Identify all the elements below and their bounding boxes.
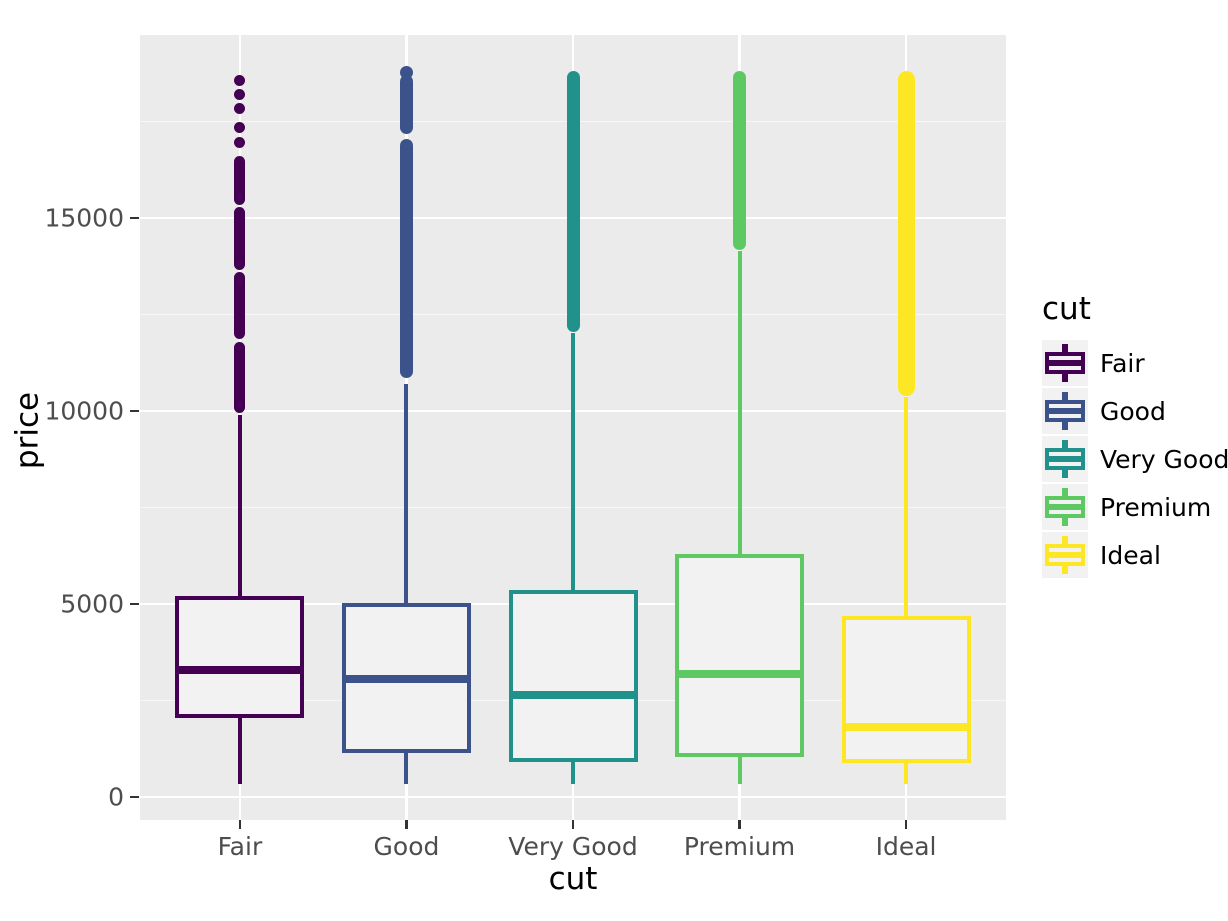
- outlier-point: [234, 122, 246, 134]
- legend-key-median: [1049, 456, 1081, 462]
- legend-items: Fair Good Very Good Premium Ideal: [1042, 339, 1228, 579]
- legend-key-boxplot-icon: [1042, 340, 1088, 386]
- x-tick-mark: [904, 820, 908, 829]
- legend-key-median: [1049, 360, 1081, 366]
- lower-whisker: [904, 763, 909, 785]
- lower-whisker: [737, 756, 742, 785]
- legend-key-whisker-top: [1062, 344, 1068, 352]
- legend-item-fair: Fair: [1042, 339, 1228, 387]
- x-tick-label: Very Good: [508, 832, 638, 861]
- legend-key-median: [1049, 504, 1081, 510]
- legend-title: cut: [1042, 291, 1091, 327]
- upper-whisker: [904, 397, 909, 617]
- x-tick-label: Good: [373, 832, 440, 861]
- legend-key-boxplot-icon: [1042, 388, 1088, 434]
- iqr-box: [841, 616, 971, 763]
- plot-panel: [140, 35, 1006, 820]
- outlier-point: [234, 89, 246, 101]
- x-tick-mark: [738, 820, 741, 829]
- legend-key-median: [1049, 552, 1081, 558]
- legend-item-label: Premium: [1100, 492, 1212, 522]
- lower-whisker: [404, 752, 409, 785]
- y-tick-label: 5000: [60, 589, 124, 619]
- outlier-run: [234, 156, 246, 206]
- x-tick-label: Fair: [217, 832, 263, 861]
- legend-key-median: [1049, 408, 1081, 414]
- legend-item-very-good: Very Good: [1042, 435, 1228, 483]
- legend-key-whisker-bottom: [1062, 566, 1068, 574]
- outlier-run: [566, 70, 580, 332]
- legend-item-ideal: Ideal: [1042, 531, 1228, 579]
- legend-key-whisker-top: [1062, 488, 1068, 496]
- x-tick-mark: [405, 820, 408, 829]
- legend-key-whisker-top: [1062, 440, 1068, 448]
- outlier-point: [399, 65, 413, 79]
- outlier-point: [234, 102, 246, 114]
- y-tick-label: 10000: [44, 396, 124, 426]
- median-line: [845, 723, 967, 732]
- x-tick-label: Premium: [683, 832, 796, 861]
- x-axis-title: cut: [548, 861, 598, 897]
- legend-key-boxplot-icon: [1042, 436, 1088, 482]
- outlier-point: [234, 137, 246, 149]
- x-tick-mark: [238, 820, 242, 829]
- iqr-box: [508, 589, 638, 762]
- legend-item-premium: Premium: [1042, 483, 1228, 531]
- legend-item-good: Good: [1042, 387, 1228, 435]
- outlier-run: [897, 71, 915, 397]
- legend-key-whisker-bottom: [1062, 422, 1068, 430]
- outlier-point: [234, 74, 246, 86]
- y-axis-title: price: [9, 391, 46, 470]
- upper-whisker: [237, 414, 242, 597]
- outlier-run: [234, 272, 246, 339]
- lower-whisker: [237, 717, 242, 784]
- outlier-run: [234, 207, 246, 270]
- upper-whisker: [571, 332, 575, 590]
- median-line: [512, 690, 634, 699]
- legend-item-label: Good: [1100, 396, 1166, 426]
- y-tick-label: 0: [108, 782, 124, 812]
- legend: cut Fair Good Very Good Premium Ideal: [1042, 294, 1228, 579]
- upper-whisker: [737, 251, 742, 554]
- iqr-box: [675, 553, 805, 757]
- lower-whisker: [571, 761, 575, 784]
- x-tick-mark: [571, 820, 575, 829]
- y-tick-mark: [130, 795, 139, 799]
- legend-key-whisker-bottom: [1062, 518, 1068, 526]
- median-line: [179, 666, 301, 675]
- legend-key-whisker-top: [1062, 536, 1068, 544]
- legend-item-label: Fair: [1100, 348, 1145, 378]
- legend-key-whisker-bottom: [1062, 470, 1068, 478]
- median-line: [679, 670, 801, 678]
- y-tick-mark: [130, 602, 139, 606]
- y-tick-label: 15000: [44, 203, 124, 233]
- outlier-run: [399, 139, 413, 378]
- legend-item-label: Ideal: [1100, 540, 1161, 570]
- legend-key-boxplot-icon: [1042, 484, 1088, 530]
- iqr-box: [175, 596, 305, 718]
- x-tick-label: Ideal: [875, 832, 937, 861]
- legend-key-boxplot-icon: [1042, 532, 1088, 578]
- legend-key-whisker-top: [1062, 392, 1068, 400]
- median-line: [345, 675, 467, 684]
- outlier-run: [733, 70, 747, 251]
- legend-key-whisker-bottom: [1062, 374, 1068, 382]
- y-tick-mark: [130, 216, 139, 220]
- legend-item-label: Very Good: [1100, 444, 1228, 474]
- outlier-run: [234, 341, 246, 413]
- upper-whisker: [404, 384, 409, 603]
- outlier-run: [399, 75, 413, 135]
- y-tick-mark: [130, 409, 139, 413]
